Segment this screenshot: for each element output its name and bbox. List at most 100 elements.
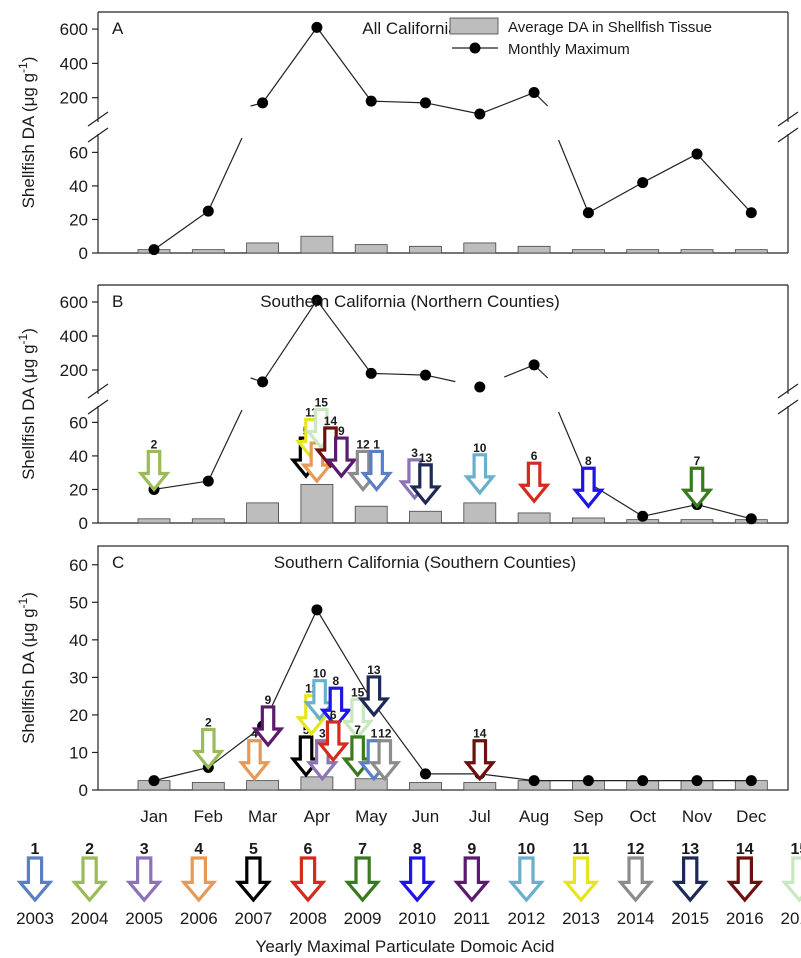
y-axis-label: Shellfish DA (μg g-1) [16, 57, 38, 209]
year-legend-arrow [507, 856, 545, 903]
year-arrow-2-label: 2 [151, 437, 158, 451]
max-point [420, 768, 431, 780]
year-arrow-6 [316, 720, 350, 763]
year-arrow-3-label: 3 [411, 446, 418, 460]
legend-bar-label: Average DA in Shellfish Tissue [508, 19, 712, 36]
y-tick-label: 20 [69, 480, 88, 499]
bar [354, 244, 388, 254]
max-line [588, 482, 644, 517]
year-arrow-13-label: 13 [367, 663, 381, 677]
year-legend-year: 2016 [726, 909, 764, 928]
max-point [257, 97, 269, 109]
year-legend-arrow [398, 856, 436, 903]
bar [246, 780, 280, 791]
year-arrow-1-label: 1 [373, 437, 380, 451]
max-line [153, 608, 752, 782]
year-legend-year: 2014 [617, 909, 655, 928]
bar [409, 782, 442, 791]
bar [572, 517, 605, 524]
x-tick-label: Apr [304, 807, 331, 826]
year-legend-number: 2 [85, 841, 94, 858]
legend-bar-swatch [449, 17, 499, 35]
year-legend-year: 2011 [454, 909, 491, 928]
year-legend-year: 2010 [398, 909, 436, 928]
y-tick-label: 0 [79, 781, 88, 800]
year-arrow-13 [409, 463, 442, 506]
panel-title: Southern California (Northern Counties) [260, 292, 560, 311]
max-point [691, 775, 703, 787]
y-axis-label: Shellfish DA (μg g-1) [16, 328, 38, 480]
max-line [371, 372, 426, 376]
bar [463, 242, 497, 254]
max-line [316, 299, 372, 374]
y-tick-label: 20 [69, 210, 88, 229]
year-legend-number: 7 [358, 841, 367, 858]
max-line [153, 210, 209, 251]
bar [137, 518, 171, 524]
year-legend-number: 10 [518, 841, 536, 858]
year-arrow-2-label: 2 [205, 715, 212, 729]
max-line [371, 100, 426, 104]
x-tick-label: Feb [194, 807, 223, 826]
panel-letter: B [112, 292, 123, 311]
year-legend-year: 2003 [16, 909, 54, 928]
max-line [153, 480, 209, 491]
max-point [745, 513, 757, 525]
year-arrow-10 [463, 453, 497, 496]
bar [354, 778, 388, 791]
legend-line-label: Monthly Maximum [508, 41, 630, 58]
year-legend-number: 15 [791, 841, 801, 858]
y-tick-label: 600 [60, 293, 88, 312]
year-arrow-8-label: 8 [585, 454, 592, 468]
year-arrow-12-label: 12 [378, 727, 392, 741]
bar [191, 518, 225, 524]
year-legend-year: 2006 [180, 909, 218, 928]
year-legend-arrow [180, 856, 218, 903]
x-tick-label: Nov [682, 807, 713, 826]
y-tick-label: 40 [69, 447, 88, 466]
y-tick-label: 400 [60, 327, 88, 346]
y-tick-label: 10 [69, 743, 88, 762]
max-line [207, 409, 243, 482]
y-tick-label: 60 [69, 413, 88, 432]
max-point [745, 207, 757, 219]
max-point [528, 87, 540, 99]
year-arrow-7-label: 7 [694, 454, 701, 468]
year-arrow-8-label: 8 [333, 674, 340, 688]
max-line [642, 153, 698, 184]
year-legend-arrow [726, 856, 764, 903]
year-legend-year: 2008 [289, 909, 327, 928]
year-legend-year: 2015 [671, 909, 709, 928]
axis-break-mark [777, 383, 799, 399]
year-legend-arrow [71, 856, 109, 903]
bar [463, 502, 497, 524]
panel-c: 0 10 20 30 40 50 60 Southern California (Southe… [16, 545, 789, 826]
panel-title: Southern California (Southern Counties) [274, 553, 576, 572]
year-arrow-15-label: 15 [315, 396, 329, 410]
max-line [207, 137, 243, 212]
max-point [365, 367, 377, 379]
year-arrow-1 [360, 449, 393, 492]
max-point [202, 475, 214, 487]
max-point [311, 294, 323, 306]
x-tick-label: Dec [736, 807, 767, 826]
x-tick-label: Jun [412, 807, 439, 826]
bar [191, 782, 225, 791]
axis-break-mark [87, 111, 109, 127]
max-point [474, 108, 486, 120]
year-legend-number: 6 [304, 841, 313, 858]
max-point [528, 359, 540, 371]
legend-point-swatch [469, 42, 481, 54]
bar [680, 519, 714, 524]
bar [734, 249, 768, 254]
max-line [642, 503, 698, 517]
max-line [316, 27, 372, 102]
year-arrow-15-label: 15 [351, 685, 365, 699]
max-line [696, 503, 752, 520]
bar [246, 502, 280, 524]
year-legend-arrow [453, 856, 491, 903]
year-legend-number: 13 [681, 841, 699, 858]
year-arrow-4-label: 4 [251, 727, 258, 741]
max-line [262, 299, 318, 383]
